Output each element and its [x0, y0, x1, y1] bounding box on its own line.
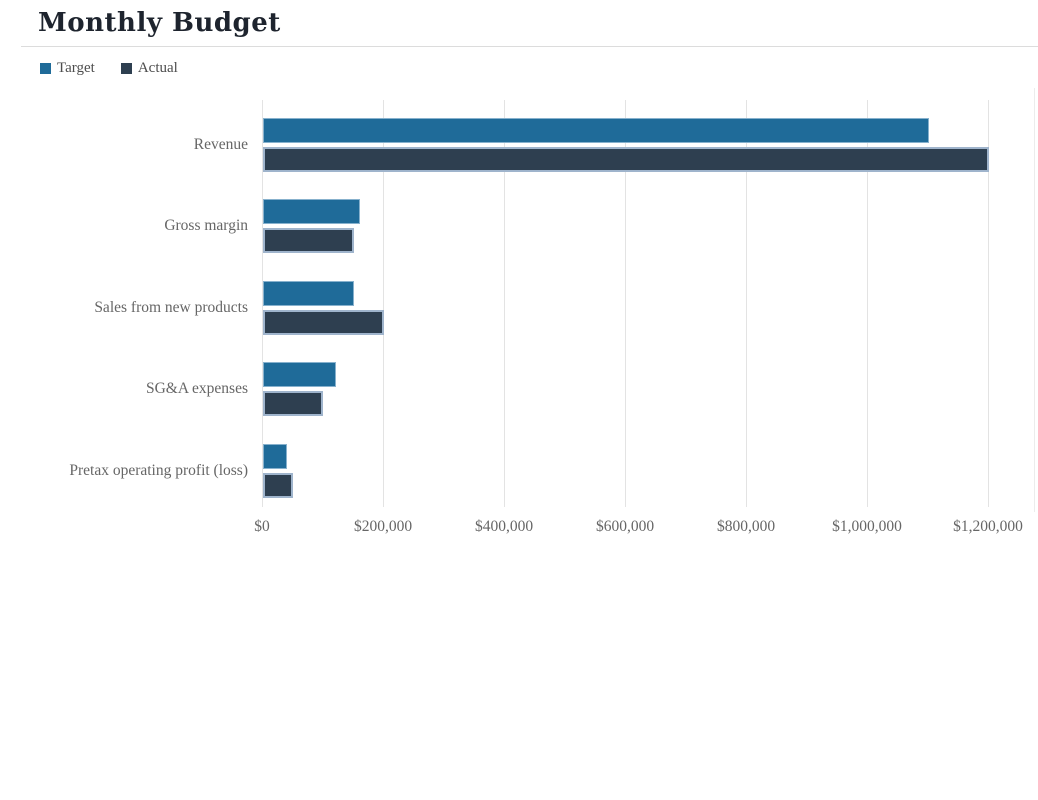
legend-label-target: Target [57, 60, 95, 76]
x-axis-tick-label-0: $0 [254, 518, 270, 535]
bar-target-pretax-operating-profit-loss [263, 443, 287, 469]
category-label-revenue: Revenue [193, 136, 248, 153]
legend-swatch-target [40, 63, 51, 74]
category-label-sales-from-new-products: Sales from new products [94, 298, 248, 316]
bar-target-sales-from-new-products [263, 280, 354, 306]
gridline-200-000 [383, 100, 384, 507]
category-label-pretax-operating-profit-loss: Pretax operating profit (loss) [69, 461, 248, 479]
bar-actual-sales-from-new-products [263, 309, 384, 335]
x-axis-tick-label-1-000-000: $1,000,000 [832, 518, 902, 535]
title-divider [21, 46, 1038, 47]
bar-target-revenue [263, 118, 929, 143]
x-axis-tick-label-1-200-000: $1,200,000 [953, 518, 1023, 535]
page-title: Monthly Budget [38, 8, 281, 38]
category-label-gross-margin: Gross margin [164, 217, 248, 235]
gridline-600-000 [625, 100, 626, 507]
chart-legend: Target Actual [40, 61, 178, 76]
bar-actual-sg-a-expenses [263, 391, 323, 417]
legend-item-target: Target [40, 61, 95, 76]
gridline-400-000 [504, 100, 505, 507]
bar-actual-gross-margin [263, 228, 354, 254]
chart-right-border [1034, 88, 1035, 512]
y-axis-line [262, 100, 263, 507]
gridline-1-200-000 [988, 100, 989, 507]
bar-chart-plot-area: Revenue Gross margin Sales from new produc… [69, 100, 1023, 535]
legend-item-actual: Actual [120, 60, 178, 76]
bar-target-sg-a-expenses [263, 362, 336, 388]
gridline-1-000-000 [867, 100, 868, 507]
gridline-800-000 [746, 100, 747, 507]
x-axis-tick-label-200-000: $200,000 [353, 518, 413, 535]
legend-label-actual: Actual [137, 60, 178, 76]
x-axis-tick-label-400-000: $400,000 [474, 518, 534, 535]
bar-target-gross-margin [263, 199, 360, 225]
legend-swatch-actual [120, 63, 132, 74]
bar-actual-pretax-operating-profit-loss [263, 472, 293, 498]
x-axis-tick-label-600-000: $600,000 [595, 518, 655, 535]
bar-actual-revenue [263, 147, 989, 172]
category-label-sg-a-expenses: SG&A expenses [145, 380, 248, 398]
x-axis-tick-label-800-000: $800,000 [716, 518, 776, 535]
